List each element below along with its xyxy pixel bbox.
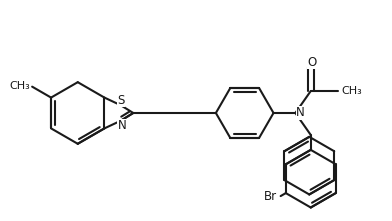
Text: O: O	[307, 56, 316, 69]
Text: S: S	[117, 94, 125, 107]
Text: CH₃: CH₃	[341, 86, 362, 96]
Text: Br: Br	[263, 190, 277, 203]
Text: CH₃: CH₃	[9, 81, 30, 91]
Text: N: N	[118, 119, 126, 132]
Text: N: N	[296, 107, 305, 120]
